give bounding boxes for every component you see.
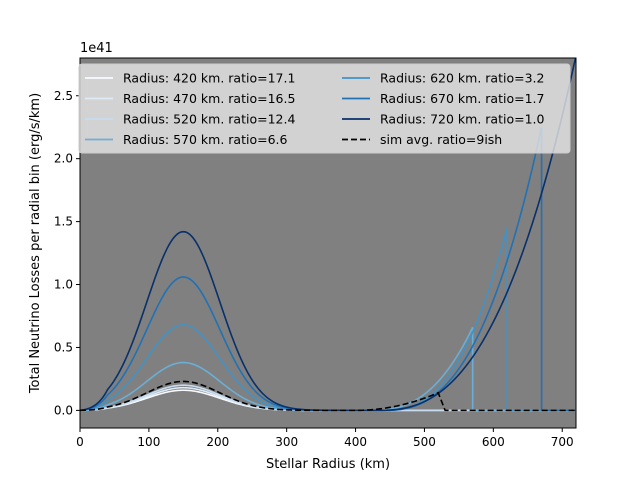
x-tick-label: 300	[275, 435, 298, 449]
series-line	[80, 380, 576, 412]
x-tick-label: 0	[76, 435, 84, 449]
y-tick-label: 0.0	[54, 403, 73, 417]
x-tick-label: 500	[413, 435, 436, 449]
y-offset-label: 1e41	[80, 41, 113, 56]
x-tick-label: 100	[137, 435, 160, 449]
legend-label: Radius: 470 km. ratio=16.5	[123, 91, 295, 106]
legend-label: Radius: 420 km. ratio=17.1	[123, 71, 295, 86]
y-axis-label: Total Neutrino Losses per radial bin (er…	[28, 93, 43, 394]
legend-label: Radius: 570 km. ratio=6.6	[123, 132, 288, 147]
x-tick-label: 200	[206, 435, 229, 449]
x-tick-label: 600	[482, 435, 505, 449]
y-axis-ticks: 0.0 0.5 1.0 1.5 2.0 2.5	[54, 89, 80, 417]
plot-frame	[79, 57, 577, 429]
y-tick-label: 1.5	[54, 215, 73, 229]
legend-label: Radius: 670 km. ratio=1.7	[380, 91, 544, 106]
y-tick-label: 1.0	[54, 278, 73, 292]
series-group	[80, 58, 576, 412]
x-axis-ticks: 0 100 200 300 400 500 600 700	[76, 428, 574, 449]
x-tick-label: 700	[551, 435, 574, 449]
legend-label: Radius: 720 km. ratio=1.0	[380, 112, 545, 127]
x-tick-label: 400	[344, 435, 367, 449]
y-tick-label: 2.5	[54, 89, 73, 103]
legend: Radius: 420 km. ratio=17.1 Radius: 470 km…	[78, 63, 571, 154]
y-tick-label: 2.0	[54, 152, 73, 166]
legend-label: Radius: 620 km. ratio=3.2	[380, 71, 544, 86]
legend-label: sim avg. ratio=9ish	[380, 132, 502, 147]
x-axis-label: Stellar Radius (km)	[266, 457, 390, 472]
legend-box	[78, 63, 571, 154]
y-tick-label: 0.5	[54, 340, 73, 354]
legend-label: Radius: 520 km. ratio=12.4	[123, 112, 295, 127]
